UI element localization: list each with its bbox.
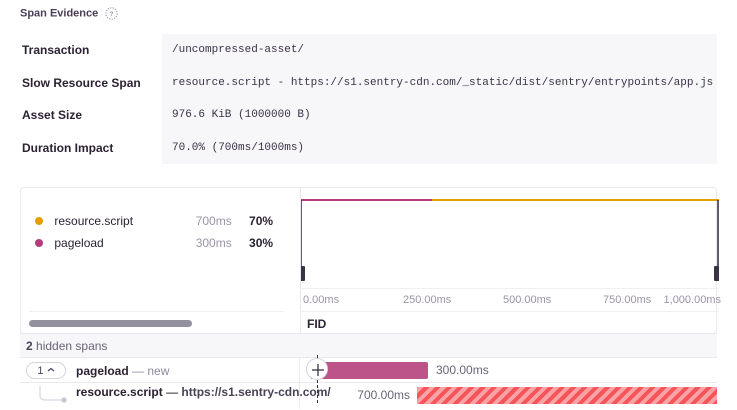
svg-text:?: ? xyxy=(110,11,114,18)
